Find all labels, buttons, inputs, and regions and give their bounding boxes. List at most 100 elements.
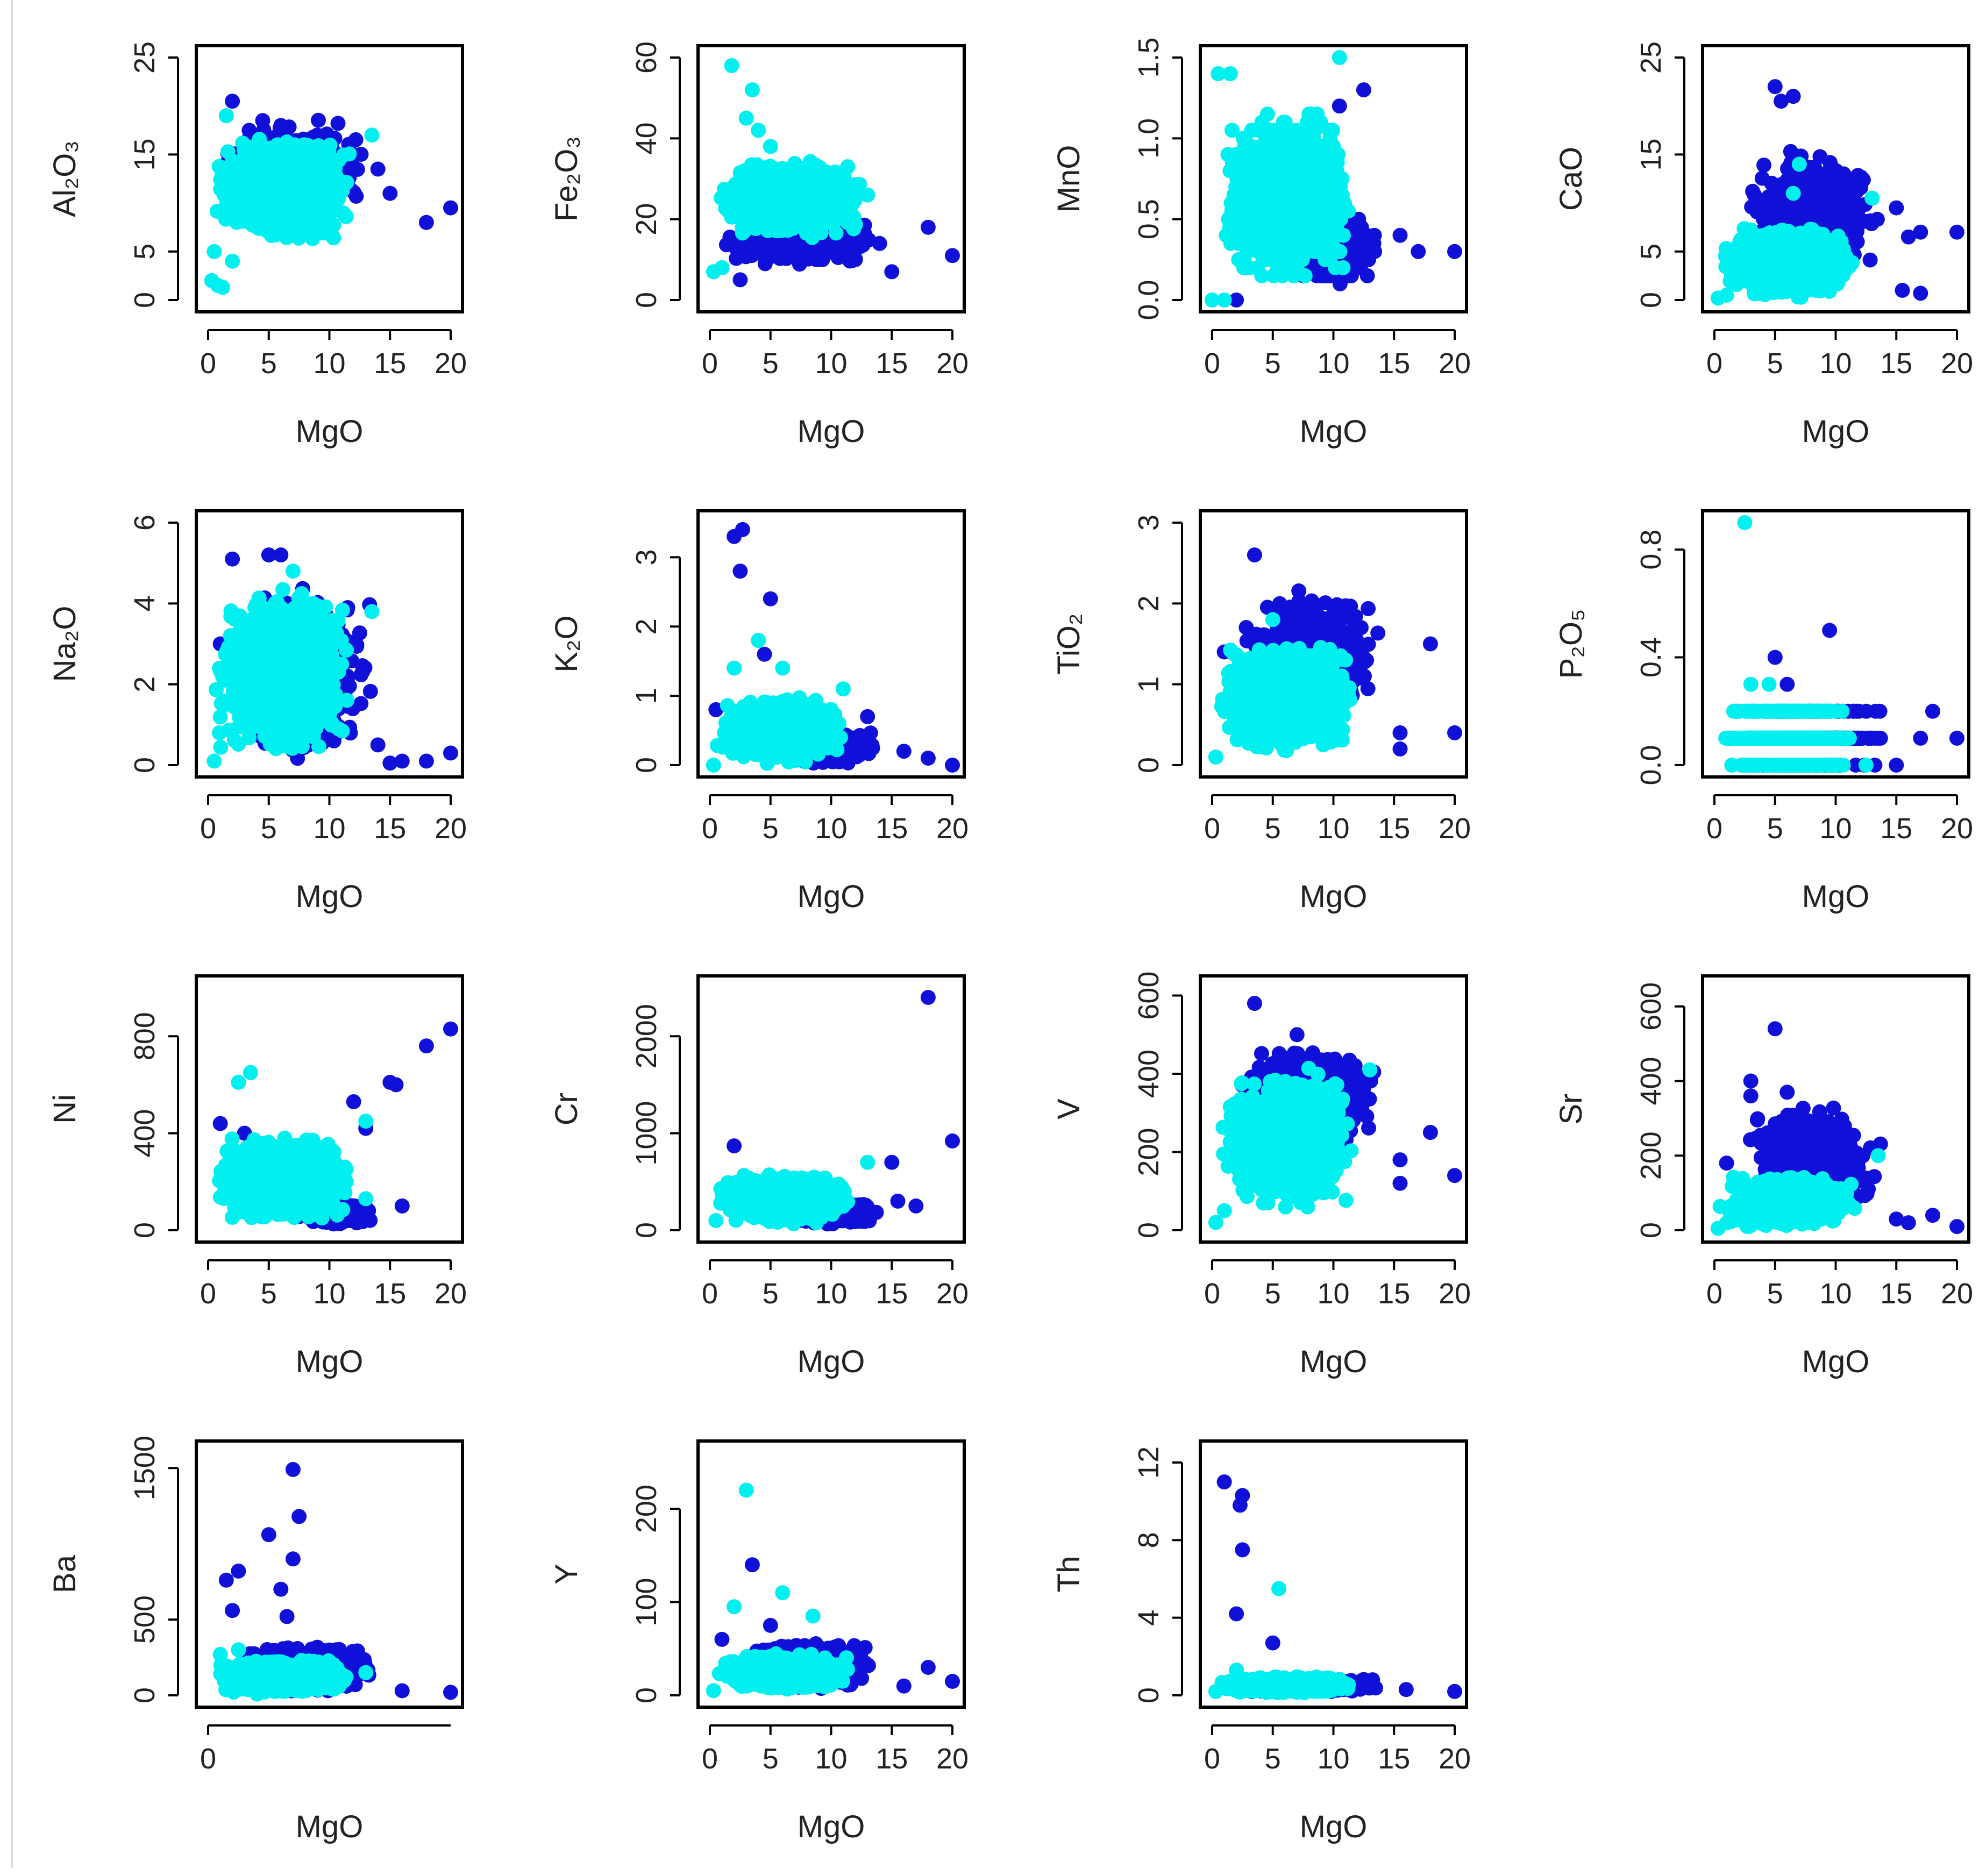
data-point bbox=[315, 225, 330, 241]
data-point-outlier bbox=[225, 94, 240, 109]
y-axis-title: Fe₂O₃ bbox=[549, 136, 584, 222]
data-point bbox=[806, 210, 822, 225]
points-group bbox=[706, 58, 960, 288]
data-point bbox=[735, 192, 751, 208]
points-group bbox=[204, 94, 458, 295]
x-tick-label: 10 bbox=[313, 347, 345, 380]
data-point bbox=[264, 153, 280, 169]
data-point bbox=[772, 180, 787, 195]
y-tick-label: 0 bbox=[129, 292, 161, 308]
data-point bbox=[304, 180, 320, 195]
data-point bbox=[213, 172, 229, 187]
data-point-outlier bbox=[215, 280, 231, 295]
data-point-outlier bbox=[1392, 227, 1408, 243]
data-point-outlier bbox=[744, 82, 760, 98]
data-point bbox=[799, 225, 814, 241]
data-point bbox=[840, 159, 856, 175]
data-point bbox=[285, 167, 301, 182]
data-point-outlier bbox=[273, 118, 289, 133]
data-point-outlier bbox=[1356, 82, 1371, 98]
data-point bbox=[263, 201, 279, 217]
y-tick-label: 15 bbox=[129, 138, 161, 170]
series-group-b bbox=[706, 58, 875, 280]
data-point bbox=[291, 230, 307, 246]
data-point bbox=[768, 219, 784, 234]
data-point-outlier bbox=[225, 253, 240, 269]
plot-frame bbox=[696, 44, 966, 313]
x-axis-title: MgO bbox=[296, 414, 364, 449]
y-tick-label: 40 bbox=[630, 122, 663, 154]
x-tick-label: 20 bbox=[435, 347, 467, 380]
data-point-outlier bbox=[218, 108, 234, 124]
data-point bbox=[804, 175, 820, 190]
data-point bbox=[1366, 236, 1382, 251]
data-point-outlier bbox=[1411, 244, 1426, 259]
data-point bbox=[289, 152, 304, 167]
data-point bbox=[259, 186, 274, 201]
data-point bbox=[791, 247, 806, 263]
data-point-outlier bbox=[724, 58, 739, 73]
data-point bbox=[237, 149, 252, 165]
data-point bbox=[330, 116, 346, 131]
data-point bbox=[771, 235, 787, 250]
y-tick-label: 0 bbox=[630, 292, 663, 308]
series-group-b bbox=[1205, 50, 1356, 308]
data-point bbox=[805, 247, 821, 263]
data-point bbox=[785, 204, 800, 220]
data-point bbox=[350, 162, 365, 177]
data-point bbox=[789, 184, 805, 199]
data-point bbox=[301, 222, 316, 238]
data-point-outlier bbox=[884, 264, 900, 280]
data-point bbox=[748, 187, 764, 202]
y-tick-label: 60 bbox=[630, 41, 663, 74]
plot-frame bbox=[195, 44, 464, 313]
data-point bbox=[807, 189, 822, 205]
data-point-outlier bbox=[1332, 98, 1347, 114]
data-point-outlier bbox=[382, 186, 398, 201]
data-point bbox=[276, 192, 292, 208]
data-point-outlier bbox=[1447, 244, 1462, 259]
data-point bbox=[317, 166, 332, 181]
data-point bbox=[738, 167, 754, 183]
series-group-b bbox=[204, 108, 380, 295]
data-point-outlier bbox=[443, 200, 458, 216]
data-point bbox=[321, 192, 337, 208]
x-tick-label: 5 bbox=[261, 347, 277, 380]
data-point-outlier bbox=[945, 248, 960, 263]
data-point bbox=[848, 177, 863, 192]
data-point bbox=[828, 207, 843, 223]
data-point bbox=[241, 166, 257, 181]
x-tick-label: 10 bbox=[815, 347, 847, 380]
x-tick-label: 5 bbox=[763, 347, 779, 380]
x-axis-title: MgO bbox=[798, 414, 865, 449]
data-point bbox=[1352, 260, 1368, 275]
data-point bbox=[252, 132, 267, 147]
data-point bbox=[273, 144, 289, 159]
data-point-outlier bbox=[732, 272, 748, 288]
y-tick-label: 20 bbox=[630, 203, 663, 236]
data-point bbox=[1351, 211, 1366, 227]
data-point-outlier bbox=[364, 127, 380, 143]
data-point bbox=[744, 248, 759, 263]
data-point bbox=[209, 204, 225, 219]
data-point bbox=[230, 185, 246, 201]
points-group bbox=[1205, 50, 1462, 308]
data-point-outlier bbox=[848, 252, 863, 267]
data-point bbox=[728, 240, 744, 255]
data-point bbox=[820, 175, 836, 190]
data-point-outlier bbox=[714, 260, 730, 275]
data-point bbox=[220, 144, 236, 160]
data-point bbox=[822, 191, 838, 207]
data-point bbox=[848, 190, 863, 206]
data-point bbox=[845, 212, 861, 228]
data-point-outlier bbox=[1229, 293, 1244, 308]
data-point bbox=[238, 202, 253, 217]
data-point bbox=[227, 210, 243, 226]
data-point-outlier bbox=[872, 236, 887, 251]
x-tick-label: 15 bbox=[374, 347, 406, 380]
x-tick-label: 15 bbox=[875, 347, 908, 380]
